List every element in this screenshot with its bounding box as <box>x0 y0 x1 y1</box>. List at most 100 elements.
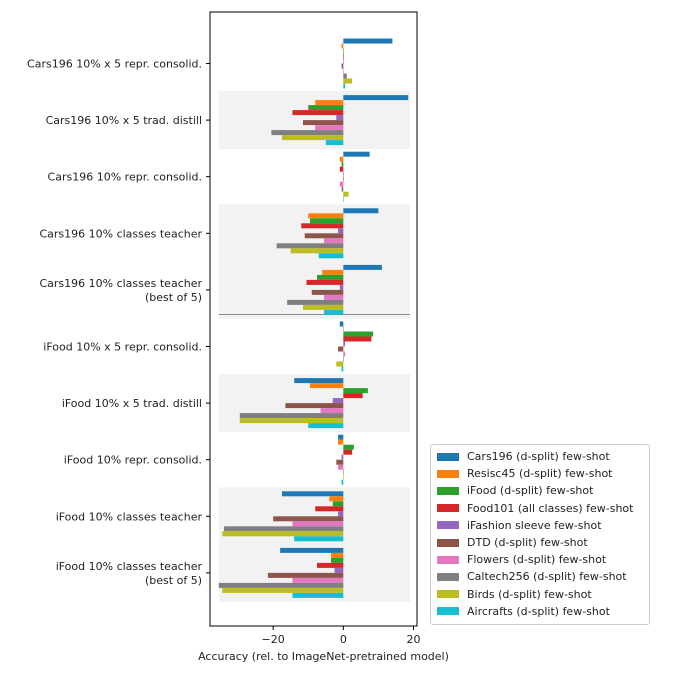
bar <box>302 304 344 310</box>
legend-label: Caltech256 (d-split) few-shot <box>467 570 627 584</box>
bar <box>343 336 372 342</box>
bar <box>343 264 382 270</box>
bar <box>339 321 344 327</box>
legend-swatch <box>437 452 459 461</box>
legend-entry: iFashion sleeve few-shot <box>437 517 643 534</box>
bar <box>339 156 344 162</box>
legend-entry: Caltech256 (d-split) few-shot <box>437 568 643 585</box>
bar <box>343 208 379 214</box>
bar <box>343 53 344 59</box>
bar <box>343 388 368 394</box>
legend-swatch <box>437 486 459 495</box>
bar <box>322 269 344 275</box>
bar <box>324 294 344 300</box>
legend-entry: Resisc45 (d-split) few-shot <box>437 465 643 482</box>
y-tick-label: iFood 10% repr. consolid. <box>64 454 202 467</box>
bar <box>343 176 344 182</box>
y-tick-label: iFood 10% x 5 repr. consolid. <box>43 341 202 354</box>
legend-label: Birds (d-split) few-shot <box>467 587 592 601</box>
bar <box>343 444 354 450</box>
y-tick-label: Cars196 10% x 5 repr. consolid. <box>27 58 202 71</box>
x-tick-label: 0 <box>340 633 347 646</box>
bar <box>343 196 344 202</box>
bar <box>315 100 344 106</box>
bar <box>343 341 346 347</box>
bar <box>285 403 344 409</box>
bar <box>315 125 344 131</box>
bar <box>343 38 393 44</box>
legend-swatch <box>437 607 459 616</box>
plot-frame <box>209 11 418 627</box>
bar <box>338 346 344 352</box>
bar <box>343 449 353 455</box>
bar <box>341 186 344 192</box>
bar <box>343 151 370 157</box>
legend-entry: Cars196 (d-split) few-shot <box>437 448 643 465</box>
legend-label: iFashion sleeve few-shot <box>467 518 602 532</box>
legend-label: Aircrafts (d-split) few-shot <box>467 604 610 618</box>
legend-entry: DTD (d-split) few-shot <box>437 534 643 551</box>
bar <box>336 459 344 465</box>
bar <box>343 474 344 480</box>
y-tick-label: Cars196 10% repr. consolid. <box>48 171 202 184</box>
bar <box>294 536 344 542</box>
legend-label: DTD (d-split) few-shot <box>467 536 588 550</box>
bar <box>239 418 344 424</box>
bar <box>222 531 344 537</box>
bar <box>324 238 344 244</box>
bar <box>338 228 344 234</box>
bar <box>341 366 344 372</box>
bar <box>341 161 344 167</box>
legend-label: Cars196 (d-split) few-shot <box>467 450 610 464</box>
bar <box>343 78 353 84</box>
bar <box>222 587 344 593</box>
bar <box>292 521 344 527</box>
bar <box>292 110 344 116</box>
bar <box>309 383 344 389</box>
bar <box>332 398 344 404</box>
bar <box>320 408 344 414</box>
legend-entry: Aircrafts (d-split) few-shot <box>437 603 643 620</box>
bar <box>341 479 344 485</box>
bar <box>267 572 344 578</box>
legend-swatch <box>437 538 459 547</box>
bar <box>341 43 344 49</box>
y-tick-label: Cars196 10% x 5 trad. distill <box>46 114 202 127</box>
bar <box>336 115 344 121</box>
y-tick-label: iFood 10% x 5 trad. distill <box>62 397 202 410</box>
bar <box>343 58 344 64</box>
y-tick-label: iFood 10% classes teacher <box>56 510 203 523</box>
bar <box>301 223 344 229</box>
bar <box>341 63 344 69</box>
bar <box>329 496 344 502</box>
y-tick-label: Cars196 10% classes teacher <box>39 227 202 240</box>
bar <box>343 469 344 475</box>
bar <box>343 73 347 79</box>
bar <box>311 289 344 295</box>
bar <box>339 166 344 172</box>
bar <box>281 135 344 141</box>
legend-swatch <box>437 572 459 581</box>
bar <box>218 582 344 588</box>
bar <box>271 130 344 136</box>
legend-label: iFood (d-split) few-shot <box>467 484 594 498</box>
bar <box>276 243 344 249</box>
bar <box>306 279 344 285</box>
legend-entry: Flowers (d-split) few-shot <box>437 551 643 568</box>
legend: Cars196 (d-split) few-shot Resisc45 (d-sp… <box>430 444 650 625</box>
bar <box>339 284 344 290</box>
bar <box>343 326 344 332</box>
bar <box>308 423 344 429</box>
bar <box>343 68 344 74</box>
bar <box>343 356 344 362</box>
bar <box>287 299 344 305</box>
group-shade <box>218 204 410 263</box>
bar <box>325 140 344 146</box>
bar <box>339 181 344 187</box>
legend-label: Food101 (all classes) few-shot <box>467 501 634 515</box>
bar <box>343 171 344 177</box>
bar <box>343 393 363 399</box>
bar <box>302 120 344 126</box>
bar <box>281 491 344 497</box>
